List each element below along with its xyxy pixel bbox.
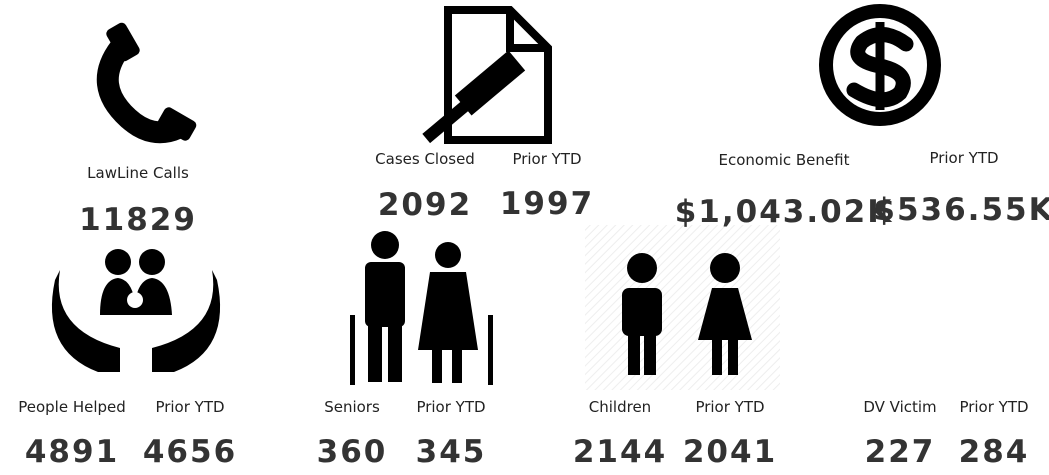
people-icon (51, 249, 221, 372)
phone-icon (96, 22, 197, 144)
kpi-value: 2092 (378, 187, 472, 223)
prior-label: Prior YTD (416, 398, 485, 416)
kpi-label: People Helped (18, 398, 126, 416)
prior-label: Prior YTD (695, 398, 764, 416)
kpi-value: 2144 (573, 434, 667, 470)
kpi-value: 360 (317, 434, 388, 470)
kpi-value: $1,043.02K (675, 194, 894, 230)
seniors-icon (350, 231, 493, 385)
kpi-value: 227 (865, 434, 936, 470)
prior-value: 2041 (683, 434, 777, 470)
prior-value: 345 (416, 434, 487, 470)
prior-value: 1997 (500, 186, 594, 222)
kpi-label: DV Victim (863, 398, 936, 416)
kpi-label: Children (589, 398, 651, 416)
prior-label: Prior YTD (155, 398, 224, 416)
kpi-label: LawLine Calls (87, 164, 189, 182)
kpi-value: 4891 (25, 434, 119, 470)
dollar-icon (819, 4, 941, 126)
prior-value: 4656 (143, 434, 237, 470)
children-panel (585, 225, 780, 390)
kpi-label: Cases Closed (375, 150, 475, 168)
kpi-label: Seniors (324, 398, 380, 416)
prior-label: Prior YTD (512, 150, 581, 168)
prior-value: $536.55K (873, 192, 1049, 228)
kpi-value: 11829 (79, 202, 197, 238)
prior-label: Prior YTD (929, 149, 998, 167)
prior-label: Prior YTD (959, 398, 1028, 416)
case-icon (422, 6, 552, 144)
kpi-label: Economic Benefit (719, 151, 850, 169)
prior-value: 284 (959, 434, 1030, 470)
children-icon (622, 253, 752, 375)
